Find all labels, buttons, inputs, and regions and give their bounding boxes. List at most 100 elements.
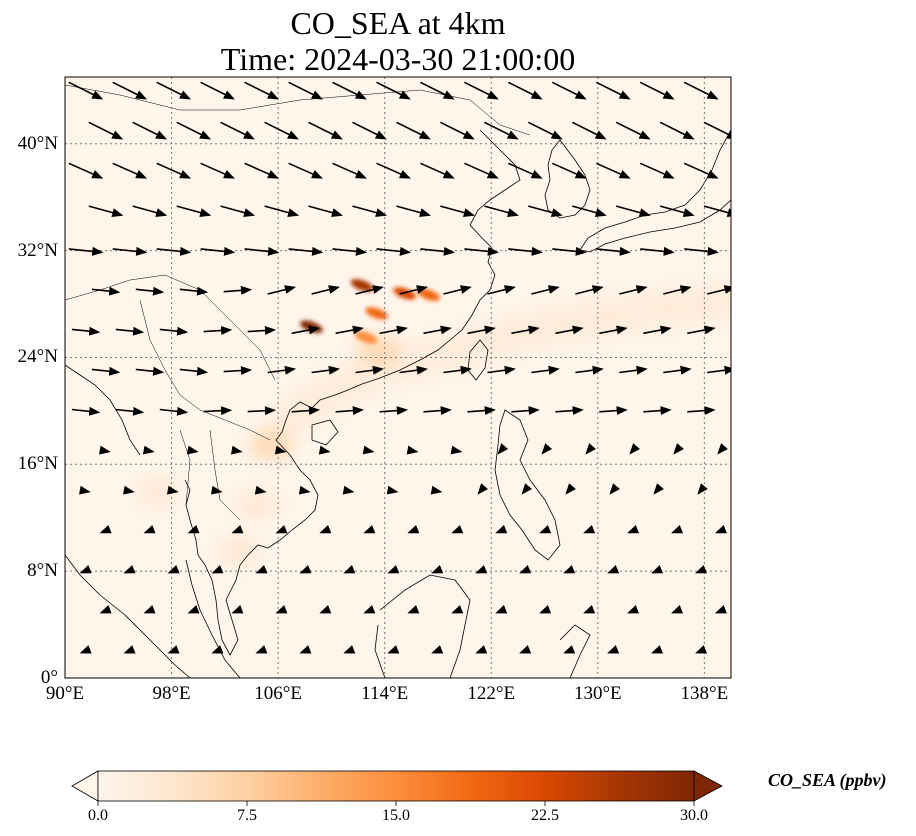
co-concentration-area <box>136 475 181 508</box>
wind-arrow <box>609 483 620 495</box>
wind-arrow <box>115 406 145 416</box>
wind-arrow <box>420 81 455 100</box>
wind-arrow <box>707 285 731 295</box>
wind-arrow <box>659 121 695 140</box>
coastline-sulawesi <box>559 624 591 678</box>
wind-arrow <box>487 285 516 295</box>
wind-arrow <box>671 605 684 614</box>
wind-arrow <box>167 564 180 574</box>
wind-arrow <box>332 246 368 256</box>
wind-arrow <box>176 121 212 140</box>
wind-arrow <box>308 205 344 217</box>
coastline-philippines <box>494 409 561 561</box>
wind-arrow <box>288 246 324 256</box>
y-tick-label: 32°N <box>17 239 58 261</box>
wind-arrow <box>484 121 519 140</box>
wind-arrow <box>220 121 256 140</box>
wind-arrow <box>211 564 224 574</box>
wind-arrow <box>135 286 165 296</box>
wind-arrow <box>406 445 419 455</box>
wind-arrow <box>362 445 375 455</box>
wind-arrow <box>396 205 432 217</box>
wind-arrow <box>176 205 212 217</box>
wind-arrow <box>352 205 388 217</box>
wind-arrow <box>697 483 708 495</box>
wind-arrow <box>355 365 385 375</box>
wind-arrow <box>595 162 631 179</box>
wind-arrow <box>159 406 189 416</box>
wind-arrow <box>508 246 543 256</box>
wind-arrow <box>376 162 411 179</box>
wind-arrow <box>440 205 475 217</box>
wind-arrow <box>319 524 332 534</box>
wind-arrow <box>539 605 552 614</box>
colorbar-tick-label: 22.5 <box>531 807 559 824</box>
wind-arrow <box>231 524 244 534</box>
wind-arrow <box>91 286 121 296</box>
y-tick-label: 16°N <box>17 453 58 475</box>
wind-arrow <box>495 605 508 614</box>
wind-arrow <box>511 406 540 416</box>
wind-arrow <box>275 524 288 534</box>
wind-arrow <box>159 326 189 336</box>
wind-arrow <box>539 524 552 534</box>
wind-arrow <box>407 605 420 614</box>
wind-arrow <box>695 564 708 574</box>
wind-arrow <box>575 285 604 295</box>
wind-arrow <box>220 205 256 217</box>
wind-arrow <box>244 81 280 100</box>
wind-arrow <box>659 205 695 217</box>
wind-arrow <box>223 366 253 376</box>
wind-arrow <box>475 564 488 574</box>
wind-arrow <box>112 162 148 179</box>
x-tick-label: 122°E <box>467 683 516 704</box>
wind-arrow <box>244 162 280 179</box>
wind-arrow <box>88 121 124 140</box>
wind-arrow <box>288 81 324 100</box>
colorbar-tick-label: 0.0 <box>88 807 108 824</box>
wind-arrow <box>122 485 135 495</box>
border-lines <box>65 84 531 521</box>
wind-arrow <box>308 121 343 140</box>
wind-vectors <box>68 81 731 654</box>
wind-arrow <box>707 365 731 375</box>
wind-arrow <box>376 246 412 256</box>
wind-arrow <box>475 645 488 654</box>
wind-arrow <box>123 645 136 654</box>
x-tick-label: 130°E <box>573 683 622 704</box>
wind-arrow <box>156 246 192 256</box>
x-tick-label: 98°E <box>152 683 191 704</box>
wind-arrow <box>291 325 321 335</box>
wind-arrow <box>464 162 499 179</box>
wind-arrow <box>167 645 180 654</box>
wind-arrow <box>599 406 628 416</box>
wind-arrow <box>572 205 607 217</box>
wind-arrow <box>639 162 675 179</box>
wind-arrow <box>255 645 268 654</box>
wind-arrow <box>230 445 243 455</box>
wind-arrow <box>599 325 628 335</box>
wind-arrow <box>99 524 112 534</box>
wind-arrow <box>627 524 640 534</box>
wind-arrow <box>132 205 168 217</box>
wind-arrow <box>179 366 209 376</box>
wind-arrow <box>464 81 499 100</box>
wind-arrow <box>200 81 236 100</box>
wind-arrow <box>507 81 543 100</box>
wind-arrow <box>627 605 640 614</box>
wind-arrow <box>115 326 145 336</box>
wind-arrow <box>143 605 156 614</box>
wind-arrow <box>343 645 356 654</box>
wind-arrow <box>651 645 664 654</box>
wind-arrow <box>166 485 179 495</box>
wind-arrow <box>112 246 148 256</box>
wind-arrow <box>477 483 489 495</box>
wind-arrow <box>673 443 684 455</box>
wind-arrow <box>332 81 367 100</box>
co-concentration-area <box>236 488 281 521</box>
wind-arrow <box>714 524 727 534</box>
co-hotspot <box>350 279 374 292</box>
wind-arrow <box>467 325 496 335</box>
wind-arrow <box>98 445 111 455</box>
